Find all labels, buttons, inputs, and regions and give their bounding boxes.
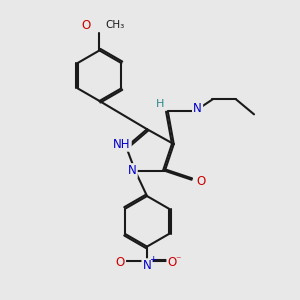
Text: O: O [196,175,205,188]
Text: NH: NH [113,138,130,151]
Text: O: O [168,256,177,269]
Text: N: N [143,260,152,272]
Text: ⁻: ⁻ [176,255,181,265]
Text: +: + [148,256,156,265]
Text: O: O [82,19,91,32]
Text: O: O [116,256,125,269]
Text: H: H [156,99,165,109]
Text: N: N [193,102,202,115]
Text: CH₃: CH₃ [105,20,125,30]
Text: N: N [128,164,136,177]
